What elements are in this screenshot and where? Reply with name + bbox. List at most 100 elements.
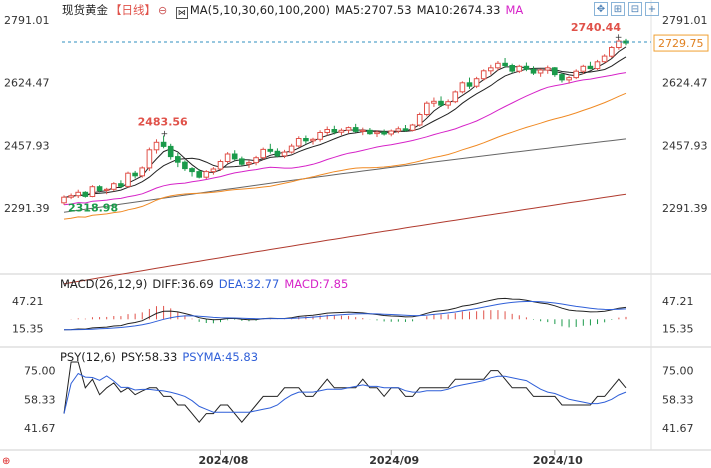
candle-body bbox=[544, 67, 551, 71]
candle-body bbox=[267, 148, 274, 152]
candle-body bbox=[281, 151, 288, 157]
candle-body bbox=[516, 65, 523, 72]
dea-line bbox=[63, 301, 627, 331]
peak-annotation: 2483.56 bbox=[138, 116, 188, 129]
candle-body bbox=[231, 153, 238, 160]
candle-body bbox=[303, 138, 309, 142]
x-tick-label: 2024/09 bbox=[369, 454, 419, 467]
candle-body bbox=[246, 162, 252, 165]
psyma-value: PSYMA:45.83 bbox=[182, 350, 259, 364]
candle-body bbox=[111, 183, 117, 190]
candle-body bbox=[118, 183, 124, 187]
psy-y-tick-left: 41.67 bbox=[24, 422, 56, 435]
candle-body bbox=[374, 131, 380, 135]
candle-body bbox=[103, 188, 110, 191]
candle-body bbox=[537, 69, 544, 74]
candle-body bbox=[438, 100, 444, 106]
candle-body bbox=[345, 127, 352, 131]
candle-body bbox=[224, 153, 231, 162]
candle-body bbox=[509, 65, 515, 72]
compare-icon[interactable]: ⊞ bbox=[611, 2, 625, 16]
psy-y-tick-right: 75.00 bbox=[662, 365, 694, 378]
psy-value: PSY:58.33 bbox=[120, 350, 178, 364]
ma30-line bbox=[63, 72, 627, 206]
candle-body bbox=[409, 124, 416, 131]
candle-body bbox=[331, 129, 338, 133]
move-icon[interactable]: ✥ bbox=[594, 2, 608, 16]
ma-more: MA bbox=[505, 3, 524, 17]
candle-body bbox=[146, 149, 153, 169]
candle-body bbox=[260, 148, 266, 159]
y-tick-label-left: 2291.39 bbox=[4, 202, 50, 215]
candle-body bbox=[89, 186, 96, 197]
ma60-line bbox=[63, 92, 627, 220]
macd-y-tick-right: 47.21 bbox=[662, 295, 694, 308]
candle-body bbox=[466, 82, 473, 87]
main-legend: 现货黄金 【日线】 ⊖ ⋈ MA(5,10,30,60,100,200) MA5:270… bbox=[62, 2, 528, 19]
candle-body bbox=[388, 130, 394, 135]
candle-body bbox=[431, 100, 437, 104]
candle-body bbox=[239, 158, 245, 165]
candle-body bbox=[352, 127, 359, 132]
candle-body bbox=[175, 156, 181, 163]
psy-y-tick-right: 41.67 bbox=[662, 422, 694, 435]
candle-body bbox=[480, 70, 487, 80]
candle-body bbox=[82, 191, 89, 197]
psy-line bbox=[63, 361, 627, 423]
ma10-line bbox=[63, 56, 627, 198]
candle-body bbox=[139, 167, 145, 177]
macd-y-tick-left: 47.21 bbox=[12, 295, 44, 308]
psy-y-tick-right: 58.33 bbox=[662, 393, 694, 406]
candle-body bbox=[295, 138, 302, 147]
candle-body bbox=[317, 132, 323, 140]
candle-body bbox=[288, 145, 295, 153]
psy-y-tick-left: 58.33 bbox=[24, 393, 56, 406]
candle-body bbox=[160, 141, 167, 147]
macd-legend: MACD(26,12,9) DIFF:36.69 DEA:32.77 MACD:7.8… bbox=[60, 276, 353, 292]
ma200-line bbox=[63, 193, 627, 285]
zoom-in-icon[interactable]: + bbox=[645, 2, 659, 16]
candle-body bbox=[459, 82, 466, 93]
candle-body bbox=[609, 47, 615, 57]
candle-body bbox=[367, 129, 373, 135]
last-price-label: 2729.75 bbox=[658, 37, 704, 50]
candle-body bbox=[601, 55, 608, 63]
candle-body bbox=[445, 101, 451, 106]
candle-body bbox=[217, 161, 224, 170]
candle-body bbox=[424, 102, 430, 115]
y-tick-label-right: 2291.39 bbox=[662, 202, 708, 215]
y-tick-label-right: 2624.47 bbox=[662, 77, 708, 90]
candle-body bbox=[153, 141, 160, 151]
instrument-name: 现货黄金 bbox=[62, 3, 108, 17]
candle-body bbox=[616, 40, 622, 48]
candle-body bbox=[552, 67, 558, 76]
peak-marker: + bbox=[161, 130, 169, 140]
candle-body bbox=[196, 171, 202, 178]
candle-body bbox=[360, 129, 366, 132]
macd-y-tick-left: 15.35 bbox=[12, 323, 44, 336]
diff-value: DIFF:36.69 bbox=[152, 277, 214, 291]
y-tick-label-right: 2457.93 bbox=[662, 139, 708, 152]
candle-body bbox=[395, 128, 402, 132]
candle-body bbox=[210, 168, 217, 173]
candle-body bbox=[310, 138, 316, 142]
candle-body bbox=[488, 67, 494, 72]
candle-body bbox=[523, 65, 530, 70]
candle-body bbox=[68, 195, 74, 198]
ma10-value: MA10:2674.33 bbox=[416, 3, 501, 17]
period-label[interactable]: 【日线】 bbox=[110, 3, 156, 17]
candle-body bbox=[75, 191, 82, 197]
candle-body bbox=[61, 196, 67, 204]
ma-toggle-icon[interactable]: ⋈ bbox=[175, 7, 188, 19]
candle-body bbox=[594, 61, 601, 70]
x-tick-label: 2024/08 bbox=[199, 454, 249, 467]
candle-body bbox=[473, 78, 480, 87]
settings-icon[interactable]: ⊖ bbox=[158, 4, 168, 17]
candle-body bbox=[587, 65, 594, 70]
indicator-icon[interactable]: ⊟ bbox=[628, 2, 642, 16]
candle-body bbox=[253, 157, 259, 164]
y-tick-label-left: 2624.47 bbox=[4, 77, 50, 90]
candle-body bbox=[324, 129, 330, 133]
macd-params: MACD(26,12,9) bbox=[60, 277, 148, 291]
